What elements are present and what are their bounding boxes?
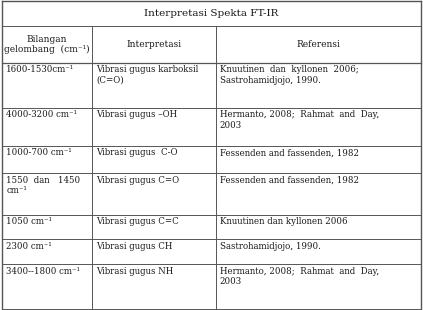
Text: Vibrasi gugus C=O: Vibrasi gugus C=O (96, 176, 179, 185)
Text: Hermanto, 2008;  Rahmat  and  Day,
2003: Hermanto, 2008; Rahmat and Day, 2003 (220, 267, 379, 286)
Text: Hermanto, 2008;  Rahmat  and  Day,
2003: Hermanto, 2008; Rahmat and Day, 2003 (220, 110, 379, 130)
Text: Knuutinen dan kyllonen 2006: Knuutinen dan kyllonen 2006 (220, 217, 347, 226)
Text: Knuutinen  dan  kyllonen  2006;
Sastrohamidjojo, 1990.: Knuutinen dan kyllonen 2006; Sastrohamid… (220, 65, 359, 85)
Text: Referensi: Referensi (297, 40, 340, 49)
Text: Vibrasi gugus karboksil
(C=O): Vibrasi gugus karboksil (C=O) (96, 65, 199, 85)
Text: Interpretasi Spekta FT-IR: Interpretasi Spekta FT-IR (144, 9, 279, 18)
Text: Vibrasi gugus  C-O: Vibrasi gugus C-O (96, 148, 178, 157)
Text: 1050 cm⁻¹: 1050 cm⁻¹ (6, 217, 52, 226)
Text: Sastrohamidjojo, 1990.: Sastrohamidjojo, 1990. (220, 242, 321, 251)
Text: Vibrasi gugus C=C: Vibrasi gugus C=C (96, 217, 179, 226)
Text: Interpretasi: Interpretasi (126, 40, 181, 49)
Text: 1600-1530cm⁻¹: 1600-1530cm⁻¹ (6, 65, 74, 74)
Text: Vibrasi gugus –OH: Vibrasi gugus –OH (96, 110, 178, 119)
Text: Fessenden and fassenden, 1982: Fessenden and fassenden, 1982 (220, 148, 359, 157)
Text: Vibrasi gugus CH: Vibrasi gugus CH (96, 242, 173, 251)
Text: 1550  dan   1450
cm⁻¹: 1550 dan 1450 cm⁻¹ (6, 176, 80, 195)
Text: 1000-700 cm⁻¹: 1000-700 cm⁻¹ (6, 148, 72, 157)
Text: 2300 cm⁻¹: 2300 cm⁻¹ (6, 242, 52, 251)
Text: Vibrasi gugus NH: Vibrasi gugus NH (96, 267, 173, 276)
Text: Fessenden and fassenden, 1982: Fessenden and fassenden, 1982 (220, 176, 359, 185)
Text: Bilangan
gelombang  (cm⁻¹): Bilangan gelombang (cm⁻¹) (4, 35, 90, 55)
Text: 4000-3200 cm⁻¹: 4000-3200 cm⁻¹ (6, 110, 77, 119)
Text: 3400--1800 cm⁻¹: 3400--1800 cm⁻¹ (6, 267, 80, 276)
